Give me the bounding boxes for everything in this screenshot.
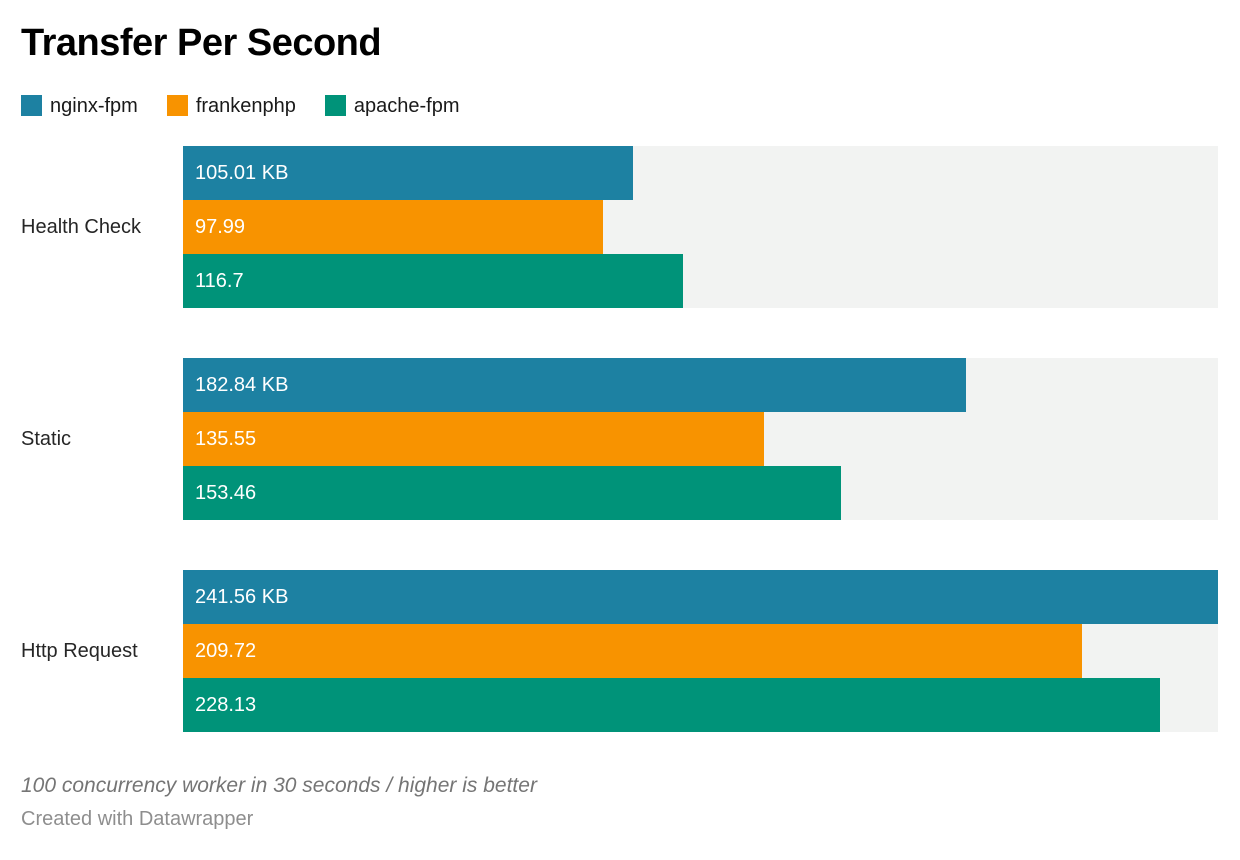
bar-apache-fpm: 228.13 <box>183 677 1161 732</box>
bar-group-Health Check: Health Check 105.01 KB 97.99 116.7 <box>21 145 1218 308</box>
legend-item-nginx-fpm: nginx-fpm <box>21 95 138 118</box>
bars-col: 105.01 KB 97.99 116.7 <box>183 145 1218 308</box>
bar-value-label: 153.46 <box>195 481 257 504</box>
bar-track: 209.72 <box>183 623 1218 678</box>
grouped-bar-chart: Health Check 105.01 KB 97.99 116.7 Static 182… <box>21 145 1218 732</box>
legend: nginx-fpm frankenphp apache-fpm <box>21 94 1218 118</box>
bar-track: 135.55 <box>183 411 1218 466</box>
bar-group-Http Request: Http Request 241.56 KB 209.72 228.13 <box>21 569 1218 732</box>
category-label: Static <box>21 427 72 450</box>
bars-col: 182.84 KB 135.55 153.46 <box>183 357 1218 520</box>
chart-title: Transfer Per Second <box>21 22 382 64</box>
category-label: Health Check <box>21 215 142 238</box>
bar-frankenphp: 135.55 <box>183 411 764 466</box>
bar-frankenphp: 97.99 <box>183 199 603 254</box>
bar-value-label: 97.99 <box>195 215 246 238</box>
category-label-col: Health Check <box>21 146 183 308</box>
bar-track: 116.7 <box>183 253 1218 308</box>
bar-track: 105.01 KB <box>183 145 1218 200</box>
bar-track: 241.56 KB <box>183 569 1218 624</box>
bar-value-label: 209.72 <box>195 639 257 662</box>
legend-label: apache-fpm <box>353 95 460 118</box>
bar-frankenphp: 209.72 <box>183 623 1082 678</box>
bar-track: 228.13 <box>183 677 1218 732</box>
category-label-col: Http Request <box>21 570 183 732</box>
legend-label: frankenphp <box>195 95 296 118</box>
bar-value-label: 182.84 KB <box>195 373 289 396</box>
legend-swatch-apache-fpm <box>324 95 346 117</box>
category-label: Http Request <box>21 639 138 662</box>
bar-value-label: 105.01 KB <box>195 161 289 184</box>
datawrapper-attribution: Created with Datawrapper <box>21 807 254 830</box>
bar-nginx-fpm: 182.84 KB <box>183 357 967 412</box>
legend-swatch-nginx-fpm <box>21 95 42 117</box>
legend-item-frankenphp: frankenphp <box>166 95 296 118</box>
bar-apache-fpm: 116.7 <box>183 253 683 308</box>
bars-col: 241.56 KB 209.72 228.13 <box>183 569 1218 732</box>
chart-note: 100 concurrency worker in 30 seconds / h… <box>21 773 537 797</box>
bar-apache-fpm: 153.46 <box>183 465 841 520</box>
legend-label: nginx-fpm <box>50 95 138 118</box>
bar-track: 153.46 <box>183 465 1218 520</box>
bar-nginx-fpm: 241.56 KB <box>183 569 1218 624</box>
bar-track: 97.99 <box>183 199 1218 254</box>
bar-value-label: 228.13 <box>195 693 257 716</box>
bar-nginx-fpm: 105.01 KB <box>183 145 633 200</box>
bar-track: 182.84 KB <box>183 357 1218 412</box>
legend-item-apache-fpm: apache-fpm <box>324 95 460 118</box>
bar-group-Static: Static 182.84 KB 135.55 153.46 <box>21 357 1218 520</box>
bar-value-label: 241.56 KB <box>195 585 289 608</box>
bar-value-label: 116.7 <box>195 269 244 292</box>
legend-swatch-frankenphp <box>166 95 188 117</box>
category-label-col: Static <box>21 358 183 520</box>
bar-value-label: 135.55 <box>195 427 257 450</box>
